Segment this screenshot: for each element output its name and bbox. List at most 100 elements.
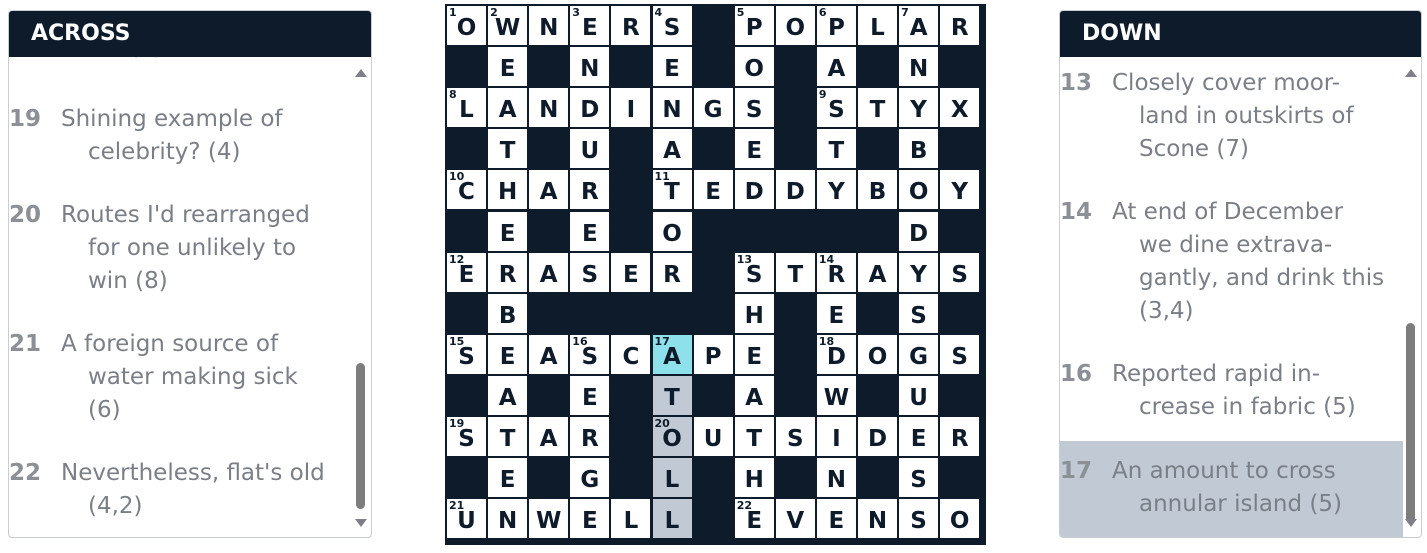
clue-item[interactable]: 22 Nevertheless, flat's old (4,2) xyxy=(9,457,353,523)
grid-cell[interactable]: E xyxy=(488,47,528,87)
grid-cell[interactable]: G xyxy=(570,458,610,498)
grid-cell[interactable]: N xyxy=(899,47,939,87)
grid-cell[interactable]: X xyxy=(940,88,980,128)
grid-cell[interactable]: R xyxy=(940,417,980,456)
clue-item[interactable]: 19 Shining example of celebrity? (4) xyxy=(9,103,353,169)
clue-item[interactable]: 21 A foreign source of water making sick (6… xyxy=(9,328,353,427)
grid-cell[interactable]: S xyxy=(570,252,610,292)
grid-cell[interactable]: A xyxy=(488,88,528,128)
grid-cell[interactable]: H xyxy=(488,170,528,210)
grid-cell[interactable]: A xyxy=(529,170,569,210)
grid-cell[interactable]: 13 S xyxy=(734,252,774,292)
grid-cell[interactable]: S xyxy=(940,334,980,374)
grid-cell[interactable]: 16 S xyxy=(570,334,610,374)
grid-cell[interactable]: C xyxy=(611,334,651,374)
grid-cell[interactable]: 20 O xyxy=(652,417,692,456)
grid-cell[interactable]: A xyxy=(529,252,569,292)
scroll-up-arrow-icon[interactable] xyxy=(1405,69,1417,77)
grid-cell[interactable]: N xyxy=(570,47,610,87)
grid-cell[interactable]: H xyxy=(734,458,774,498)
grid-cell[interactable]: E xyxy=(693,170,733,210)
grid-cell[interactable]: N xyxy=(488,499,528,539)
grid-cell[interactable]: E xyxy=(734,129,774,169)
grid-cell[interactable]: T xyxy=(775,252,815,292)
grid-cell[interactable]: N xyxy=(816,458,856,498)
grid-cell[interactable]: S xyxy=(899,458,939,498)
grid-cell[interactable]: 15 S xyxy=(447,334,486,374)
grid-cell[interactable]: E xyxy=(488,334,528,374)
grid-cell[interactable]: 21 U xyxy=(447,499,486,539)
clue-item[interactable]: nines (4) xyxy=(9,57,353,64)
grid-cell[interactable]: E xyxy=(816,293,856,333)
grid-cell[interactable]: 17 A xyxy=(652,334,692,374)
grid-cell[interactable]: R xyxy=(488,252,528,292)
grid-cell[interactable]: P xyxy=(693,334,733,374)
grid-cell[interactable]: N xyxy=(529,88,569,128)
grid-cell[interactable]: U xyxy=(570,129,610,169)
grid-cell[interactable]: D xyxy=(899,211,939,251)
grid-cell[interactable]: E xyxy=(816,499,856,539)
grid-cell[interactable]: E xyxy=(488,211,528,251)
grid-cell[interactable]: B xyxy=(488,293,528,333)
grid-cell[interactable]: A xyxy=(816,47,856,87)
grid-cell[interactable]: S xyxy=(940,252,980,292)
grid-cell[interactable]: A xyxy=(734,375,774,415)
grid-cell[interactable]: T xyxy=(488,417,528,456)
down-scrollbar[interactable] xyxy=(1403,57,1419,537)
grid-cell[interactable]: T xyxy=(816,129,856,169)
grid-cell[interactable]: I xyxy=(816,417,856,456)
grid-cell[interactable]: W xyxy=(529,499,569,539)
grid-cell[interactable]: Y xyxy=(940,170,980,210)
grid-cell[interactable]: I xyxy=(611,88,651,128)
grid-cell[interactable]: E xyxy=(570,211,610,251)
grid-cell[interactable]: L xyxy=(858,6,897,45)
grid-cell[interactable]: T xyxy=(488,129,528,169)
grid-cell[interactable]: 14 R xyxy=(816,252,856,292)
grid-cell[interactable]: 11 T xyxy=(652,170,692,210)
grid-cell[interactable]: E xyxy=(570,375,610,415)
grid-cell[interactable]: L xyxy=(652,458,692,498)
grid-cell[interactable]: E xyxy=(611,252,651,292)
grid-cell[interactable]: O xyxy=(734,47,774,87)
across-clue-list[interactable]: nines (4) 19 Shining example of celebrity? … xyxy=(9,57,353,537)
grid-cell[interactable]: S xyxy=(899,293,939,333)
grid-cell[interactable]: D xyxy=(734,170,774,210)
grid-cell[interactable]: R xyxy=(652,252,692,292)
grid-cell[interactable]: N xyxy=(652,88,692,128)
grid-cell[interactable]: R xyxy=(611,6,651,45)
grid-cell[interactable]: S xyxy=(775,417,815,456)
grid-cell[interactable]: D xyxy=(858,417,897,456)
grid-cell[interactable]: L xyxy=(611,499,651,539)
grid-cell[interactable]: E xyxy=(899,417,939,456)
clue-item[interactable]: 16 Reported rapid in-crease in fabric (5) xyxy=(1060,358,1403,424)
grid-cell[interactable]: E xyxy=(570,499,610,539)
grid-cell[interactable]: T xyxy=(858,88,897,128)
grid-cell[interactable]: T xyxy=(652,375,692,415)
grid-cell[interactable]: 19 S xyxy=(447,417,486,456)
grid-cell[interactable]: A xyxy=(488,375,528,415)
grid-cell[interactable]: G xyxy=(899,334,939,374)
grid-cell[interactable]: O xyxy=(652,211,692,251)
grid-cell[interactable]: D xyxy=(570,88,610,128)
grid-cell[interactable]: O xyxy=(899,170,939,210)
grid-cell[interactable]: U xyxy=(693,417,733,456)
grid-cell[interactable]: N xyxy=(858,499,897,539)
grid-cell[interactable]: A xyxy=(858,252,897,292)
grid-cell[interactable]: E xyxy=(488,458,528,498)
grid-cell[interactable]: S xyxy=(734,88,774,128)
grid-cell[interactable]: 22 E xyxy=(734,499,774,539)
grid-cell[interactable]: G xyxy=(693,88,733,128)
scroll-up-arrow-icon[interactable] xyxy=(355,69,367,77)
scroll-down-arrow-icon[interactable] xyxy=(1405,519,1417,527)
grid-cell[interactable]: T xyxy=(734,417,774,456)
clue-item[interactable]: 14 At end of December we dine extrava-gant… xyxy=(1060,196,1403,328)
across-scrollbar[interactable] xyxy=(353,57,369,537)
